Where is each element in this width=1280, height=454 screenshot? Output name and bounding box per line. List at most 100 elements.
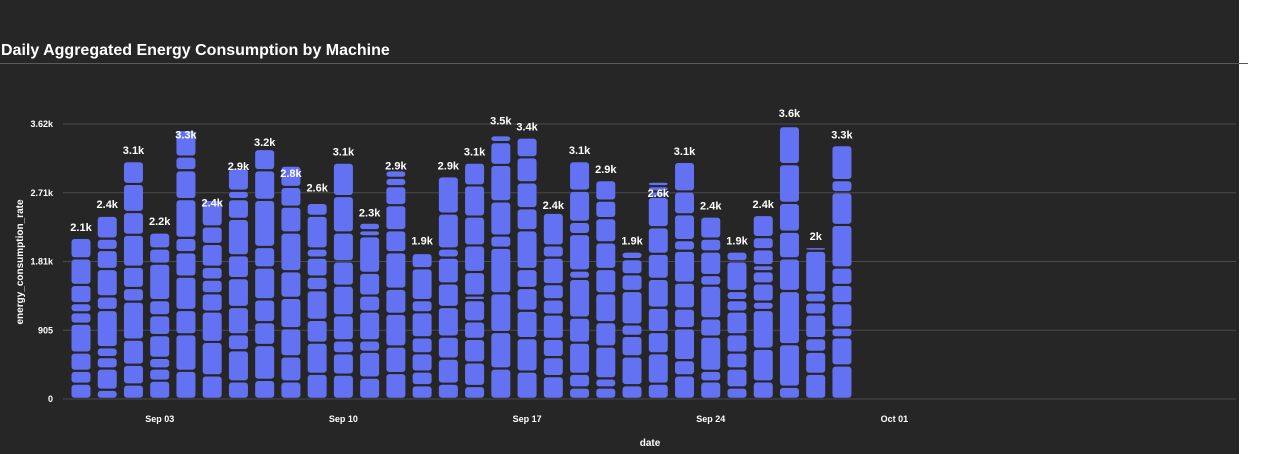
bar-segment [150, 249, 170, 263]
bar-segment [517, 311, 537, 338]
bar-segment [622, 292, 642, 324]
bar-stack [360, 223, 380, 398]
bar-segment [333, 197, 353, 232]
total-label: 3.5k [490, 116, 512, 128]
bar-segment [97, 390, 117, 398]
bar-segment [465, 246, 485, 271]
bar-segment [228, 200, 248, 218]
y-axis-label: energy_consumption_rate [15, 199, 26, 324]
bar-stack [832, 146, 852, 398]
bar-segment [333, 286, 353, 315]
bar-segment [333, 163, 353, 195]
bar-segment [386, 289, 406, 313]
bar-segment [202, 267, 222, 279]
bar-segment [753, 302, 773, 309]
bar-segment [648, 197, 668, 227]
bar-segment [255, 150, 275, 170]
bar-segment [333, 316, 353, 340]
bar-segment [412, 372, 432, 385]
bar-segment [491, 369, 511, 398]
bar-segment [701, 239, 721, 251]
bar-segment [228, 191, 248, 199]
bar-stack [333, 163, 353, 398]
bar-segment [255, 323, 275, 344]
bar-segment [176, 200, 196, 237]
chart-title: Daily Aggregated Energy Consumption by M… [1, 42, 390, 59]
bar-segment [281, 207, 301, 232]
bar-segment [543, 339, 563, 357]
bar-segment [832, 328, 852, 337]
bar-stack [386, 171, 406, 398]
bar-segment [412, 254, 432, 268]
bar-segment [307, 249, 327, 257]
bar-segment [71, 384, 91, 398]
bar-segment [675, 309, 695, 328]
bar-segment [386, 206, 406, 230]
bar-stack [71, 238, 91, 398]
total-label: 2.8k [280, 168, 302, 180]
bar-segment [97, 239, 117, 249]
bar-segment [675, 376, 695, 398]
bar-segment [701, 276, 721, 285]
bar-segment [727, 312, 747, 334]
bar-segment [465, 322, 485, 338]
bar-segment [543, 377, 563, 398]
bar-stack [465, 163, 485, 398]
bar-segment [412, 386, 432, 398]
bar-segment [438, 337, 458, 358]
bar-segment [753, 266, 773, 271]
bar-segment [779, 345, 799, 386]
bar-segment [228, 351, 248, 381]
bar-segment [360, 341, 380, 351]
total-label: 2.4k [700, 201, 722, 213]
bar-segment [255, 381, 275, 398]
bar-segment [176, 311, 196, 334]
bar-segment [779, 387, 799, 398]
bar-segment [648, 384, 668, 398]
total-label: 3.1k [464, 147, 486, 159]
bar-segment [701, 382, 721, 398]
bar-segment [543, 258, 563, 284]
bar-segment [333, 375, 353, 398]
bar-segment [307, 277, 327, 290]
bar-segment [123, 365, 143, 384]
bar-segment [281, 329, 301, 356]
bar-segment [333, 233, 353, 261]
bar-segment [570, 343, 590, 373]
bar-stack [570, 162, 590, 398]
bar-segment [71, 259, 91, 284]
bar-segment [150, 336, 170, 357]
bar-segment [438, 177, 458, 213]
bar-segment [753, 250, 773, 265]
bar-segment [465, 186, 485, 216]
bar-segment [517, 158, 537, 182]
bar-segment [97, 297, 117, 309]
bar-segment [675, 361, 695, 375]
bar-segment [648, 187, 668, 191]
bar-segment [465, 163, 485, 185]
bar-segment [71, 286, 91, 303]
bar-segment [228, 279, 248, 306]
stacked-bar-chart: 0 905 1.81k 2.71k 3.62k 2.1k 2.4k 3.1k 2.2k 3.3k… [15, 108, 1236, 449]
bar-segment [228, 219, 248, 255]
bar-segment [701, 319, 721, 336]
bar-segment [753, 238, 773, 249]
bar-segment [701, 337, 721, 370]
bar-segment [701, 217, 721, 238]
bar-segment [753, 284, 773, 301]
bar-stack [202, 200, 222, 398]
bar-segment [123, 340, 143, 364]
bar-stack [150, 233, 170, 398]
bar-segment [438, 214, 458, 248]
bar-stack [753, 216, 773, 398]
bar-segment [675, 329, 695, 360]
bar-stack [438, 177, 458, 398]
bar-segment [727, 262, 747, 290]
total-label: 2.6k [648, 188, 670, 200]
bar-segment [491, 294, 511, 331]
bar-segment [832, 338, 852, 365]
bar-segment [97, 216, 117, 238]
bar-segment [438, 308, 458, 336]
bar-segment [806, 315, 826, 338]
bar-segment [491, 202, 511, 235]
